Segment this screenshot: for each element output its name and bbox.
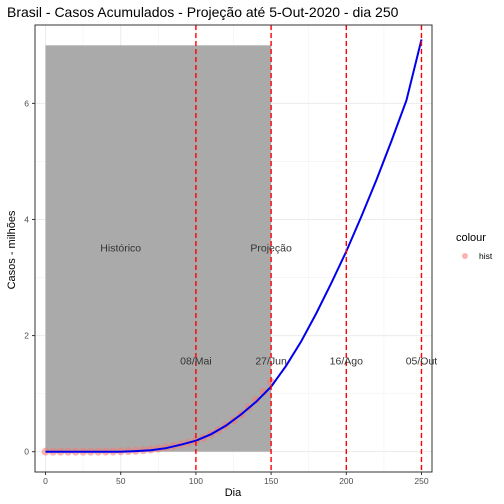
vline-label: 08/Mai [180,356,212,368]
x-tick-label: 200 [339,476,353,486]
historical-region [45,45,272,452]
vline-label: 16/Ago [330,356,363,368]
legend-key [462,253,468,259]
legend-label: hist [479,251,493,261]
y-tick-label: 0 [24,447,29,457]
x-axis-title: Dia [225,487,242,499]
legend-title: colour [456,232,486,244]
region-label: Histórico [100,242,141,254]
x-tick-label: 150 [264,476,278,486]
plot-panel: Histórico Projeção 08/Mai 27/Jun 16/Ago 05/Ou… [34,24,438,473]
vline-label: 27/Jun [255,356,287,368]
projection-line [45,39,423,453]
vline-label: 05/Out [406,356,438,368]
x-tick-label: 0 [43,476,48,486]
x-tick-label: 100 [189,476,203,486]
y-tick-label: 2 [24,331,29,341]
y-tick-label: 6 [24,98,29,108]
y-axis-title: Casos - milhões [6,210,18,289]
hist-point [252,396,261,405]
panel-border [34,24,433,473]
hist-point [259,387,268,396]
region-label: Projeção [250,242,292,254]
x-tick-label: 50 [116,476,126,486]
chart-title: Brasil - Casos Acumulados - Projeção até… [7,4,399,20]
x-tick-label: 250 [414,476,428,486]
legend: colour hist [456,232,493,261]
y-tick-label: 4 [24,214,29,224]
